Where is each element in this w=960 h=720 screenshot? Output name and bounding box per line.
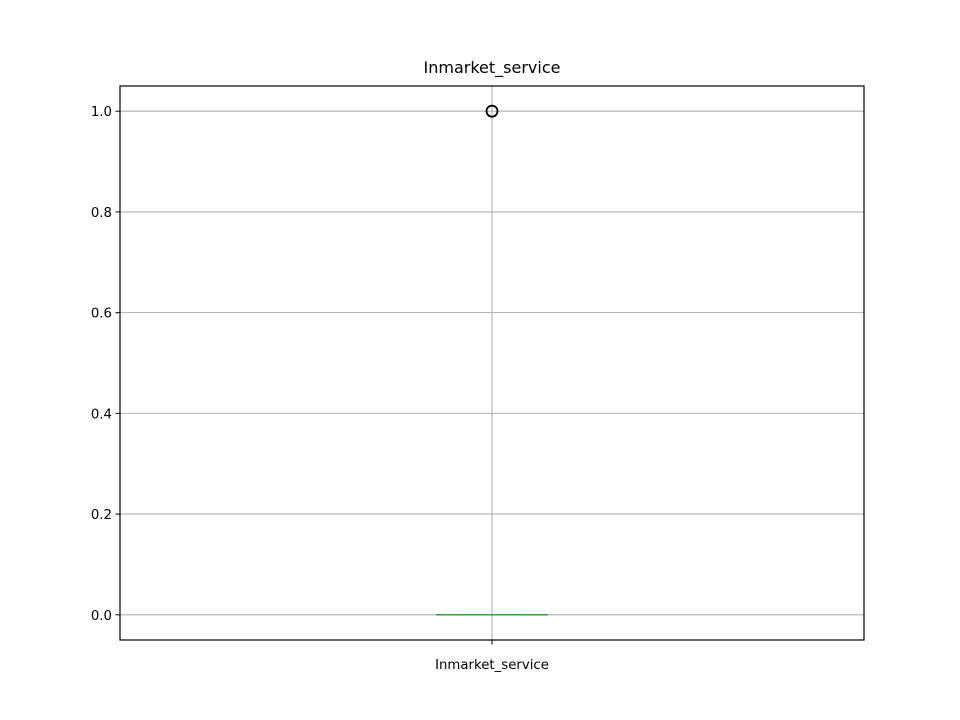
y-tick-label: 0.0 <box>91 609 112 624</box>
y-tick-label: 0.8 <box>91 206 112 221</box>
x-tick-label: Inmarket_service <box>435 658 549 673</box>
grid <box>120 86 864 640</box>
outlier-point <box>485 104 499 118</box>
chart-title: Inmarket_service <box>424 58 561 78</box>
y-tick-label: 1.0 <box>91 105 112 120</box>
y-tick-label: 0.6 <box>91 307 112 322</box>
y-tick-label: 0.2 <box>91 508 112 523</box>
y-tick-label: 0.4 <box>91 407 112 422</box>
x-axis: Inmarket_service <box>435 640 549 673</box>
box-series <box>435 104 549 616</box>
y-axis: 0.0 0.2 0.4 0.6 0.8 1.0 <box>91 105 120 624</box>
